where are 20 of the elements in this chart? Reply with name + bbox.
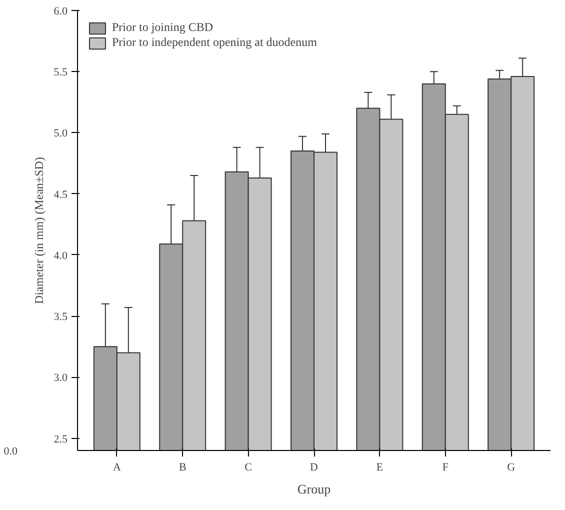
legend-label: Prior to joining CBD: [112, 20, 214, 35]
x-tick-label: E: [376, 462, 384, 474]
x-tick-label: D: [310, 462, 318, 474]
y-tick-label: 5.5: [54, 66, 68, 79]
y-axis-title: Diameter (in mm) (Mean±SD): [32, 157, 46, 304]
y-tick-label: 2.5: [54, 433, 68, 446]
x-axis-title: Group: [297, 482, 331, 496]
legend-label: Prior to independent opening at duodenum: [112, 35, 317, 50]
x-tick-label: C: [244, 462, 252, 474]
y-tick-label: 3.0: [54, 372, 68, 384]
x-tick-label: F: [442, 462, 448, 474]
y-tick-label: 3.5: [54, 311, 68, 324]
x-tick-label: A: [112, 462, 121, 474]
y-tick-label: 5.0: [54, 128, 68, 140]
text: 0.0: [4, 446, 18, 458]
x-tick-label: B: [178, 462, 186, 474]
y-tick-label: 6.0: [54, 6, 68, 18]
y-tick-label: 4.5: [54, 188, 68, 201]
y-tick-label: 4.0: [54, 250, 68, 262]
x-tick-label: G: [507, 462, 516, 474]
